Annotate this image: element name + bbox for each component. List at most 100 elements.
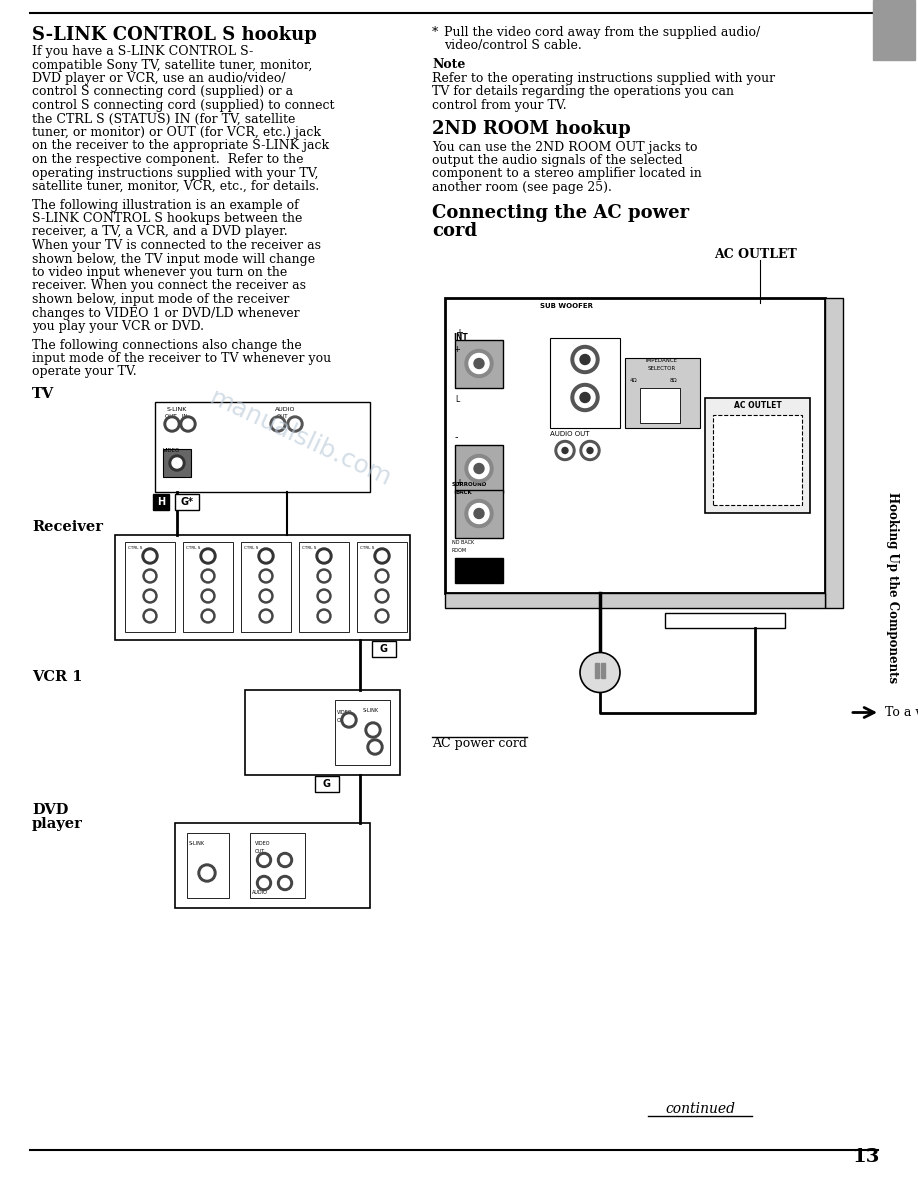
Circle shape: [277, 876, 293, 891]
Circle shape: [474, 359, 484, 368]
Text: CTRL S: CTRL S: [302, 546, 317, 550]
Bar: [125, 542, 175, 632]
Text: AC OUTLET: AC OUTLET: [733, 400, 781, 410]
Text: *: *: [432, 26, 438, 39]
Circle shape: [262, 612, 271, 620]
Circle shape: [317, 589, 331, 604]
Circle shape: [142, 548, 158, 564]
Circle shape: [377, 592, 386, 600]
Text: S-LINK CONTROL S hookups between the: S-LINK CONTROL S hookups between the: [32, 211, 302, 225]
Text: you play your VCR or DVD.: you play your VCR or DVD.: [32, 320, 204, 333]
Text: IMPEDANCE: IMPEDANCE: [646, 358, 678, 362]
Circle shape: [145, 592, 154, 600]
Bar: [153, 494, 169, 510]
Circle shape: [583, 443, 597, 457]
Circle shape: [143, 569, 157, 583]
Text: You can use the 2ND ROOM OUT jacks to: You can use the 2ND ROOM OUT jacks to: [432, 140, 698, 153]
Circle shape: [290, 419, 300, 429]
Circle shape: [375, 569, 389, 583]
Circle shape: [260, 855, 268, 865]
Text: the CTRL S (STATUS) IN (for TV, satellite: the CTRL S (STATUS) IN (for TV, satellit…: [32, 113, 296, 126]
Text: The following illustration is an example of: The following illustration is an example…: [32, 198, 298, 211]
Circle shape: [200, 548, 216, 564]
Circle shape: [259, 609, 273, 623]
Text: INT: INT: [453, 333, 468, 341]
Bar: [372, 642, 396, 657]
Circle shape: [344, 715, 354, 725]
Circle shape: [317, 569, 331, 583]
Circle shape: [319, 592, 329, 600]
Circle shape: [259, 569, 273, 583]
Circle shape: [262, 571, 271, 581]
Text: video/control S cable.: video/control S cable.: [444, 39, 582, 52]
Bar: [175, 823, 370, 908]
Text: Refer to the operating instructions supplied with your: Refer to the operating instructions supp…: [432, 72, 775, 86]
Text: player: player: [32, 817, 83, 830]
Text: +: +: [453, 346, 460, 354]
Text: ND BACK: ND BACK: [452, 541, 475, 545]
Bar: [455, 557, 503, 582]
Text: operate your TV.: operate your TV.: [32, 366, 137, 379]
Circle shape: [375, 589, 389, 604]
Text: G: G: [322, 779, 330, 789]
Text: shown below, the TV input mode will change: shown below, the TV input mode will chan…: [32, 253, 315, 265]
Text: L: L: [455, 396, 459, 404]
Bar: [595, 663, 599, 677]
Circle shape: [273, 419, 283, 429]
Text: output the audio signals of the selected: output the audio signals of the selected: [432, 154, 683, 168]
Text: Pull the video cord away from the supplied audio/: Pull the video cord away from the suppli…: [444, 26, 760, 39]
Text: 4Ω: 4Ω: [630, 378, 638, 383]
Text: 13: 13: [853, 1148, 880, 1165]
Circle shape: [167, 419, 177, 429]
Circle shape: [367, 739, 383, 756]
Circle shape: [183, 419, 193, 429]
Circle shape: [261, 551, 271, 561]
Circle shape: [465, 499, 493, 527]
Text: VCR 1: VCR 1: [32, 670, 83, 684]
Circle shape: [374, 548, 390, 564]
Circle shape: [262, 592, 271, 600]
Text: S-LINK CONTROL S hookup: S-LINK CONTROL S hookup: [32, 26, 317, 44]
Circle shape: [169, 455, 185, 470]
Circle shape: [258, 548, 274, 564]
Text: shown below, input mode of the receiver: shown below, input mode of the receiver: [32, 293, 289, 307]
Circle shape: [370, 742, 380, 752]
Circle shape: [571, 384, 599, 411]
Circle shape: [469, 354, 489, 373]
Circle shape: [256, 853, 272, 867]
Text: -: -: [455, 432, 458, 442]
Text: receiver, a TV, a VCR, and a DVD player.: receiver, a TV, a VCR, and a DVD player.: [32, 226, 287, 239]
Circle shape: [469, 504, 489, 524]
Text: S-LINK: S-LINK: [363, 708, 379, 713]
Circle shape: [281, 878, 289, 887]
Circle shape: [368, 725, 378, 735]
Circle shape: [375, 609, 389, 623]
Text: 8Ω: 8Ω: [670, 378, 677, 383]
Text: +: +: [455, 478, 463, 487]
Text: ROOM: ROOM: [452, 548, 467, 552]
Text: OUT: OUT: [255, 849, 265, 854]
Text: BACK: BACK: [456, 491, 473, 495]
Bar: [241, 542, 291, 632]
Circle shape: [201, 867, 213, 879]
Text: 2ND ROOM hookup: 2ND ROOM hookup: [432, 120, 631, 139]
Bar: [299, 542, 349, 632]
Text: Connecting the AC power: Connecting the AC power: [432, 204, 689, 222]
Circle shape: [469, 459, 489, 479]
Text: H: H: [157, 497, 165, 507]
Text: VIDEO: VIDEO: [337, 710, 353, 715]
Text: Hooking Up the Components: Hooking Up the Components: [887, 493, 900, 683]
Circle shape: [281, 855, 289, 865]
Text: SURROUND: SURROUND: [452, 482, 487, 487]
Circle shape: [204, 571, 212, 581]
Circle shape: [587, 448, 593, 454]
Bar: [187, 833, 229, 898]
Circle shape: [319, 551, 329, 561]
Bar: [601, 663, 605, 677]
Text: VIDEO: VIDEO: [255, 841, 271, 846]
Circle shape: [201, 589, 215, 604]
Circle shape: [575, 349, 595, 369]
Bar: [455, 444, 503, 493]
Bar: [705, 398, 810, 512]
Text: TV for details regarding the operations you can: TV for details regarding the operations …: [432, 86, 734, 99]
